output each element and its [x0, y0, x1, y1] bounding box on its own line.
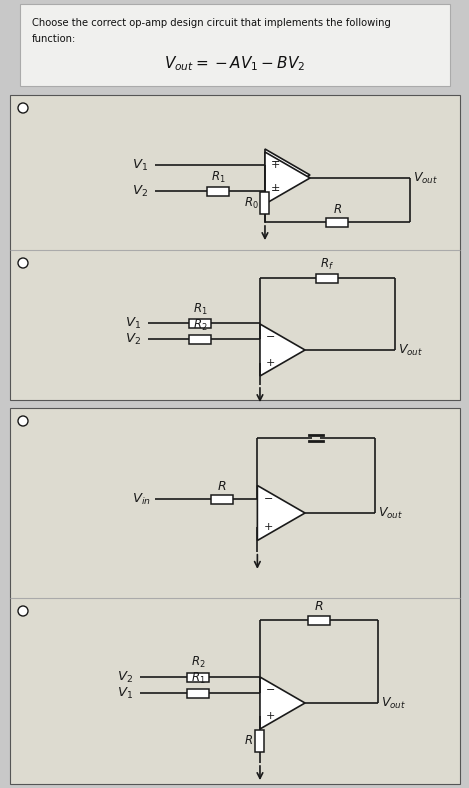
Polygon shape	[260, 324, 305, 376]
Circle shape	[18, 416, 28, 426]
Text: $V_2$: $V_2$	[125, 332, 141, 347]
Polygon shape	[257, 485, 305, 541]
Bar	[211, 495, 233, 504]
Text: $R$: $R$	[217, 480, 227, 492]
Text: $R_2$: $R_2$	[193, 318, 207, 333]
Text: −: −	[271, 186, 280, 196]
Text: $R_2$: $R_2$	[191, 656, 205, 671]
Circle shape	[18, 258, 28, 268]
Text: +: +	[266, 711, 275, 721]
Bar	[317, 273, 339, 283]
Text: $R$: $R$	[314, 600, 324, 614]
Circle shape	[18, 103, 28, 113]
Text: +: +	[264, 522, 273, 532]
Text: $V_{out}$: $V_{out}$	[413, 170, 438, 185]
Text: $V_2$: $V_2$	[117, 670, 133, 685]
Text: function:: function:	[32, 34, 76, 44]
Text: $V_1$: $V_1$	[117, 686, 133, 701]
Bar	[187, 672, 209, 682]
Bar	[256, 730, 265, 752]
Bar	[189, 318, 211, 328]
Text: $R$: $R$	[244, 734, 253, 748]
Text: $V_{out} = -AV_1 - BV_2$: $V_{out} = -AV_1 - BV_2$	[165, 54, 306, 73]
Text: $V_1$: $V_1$	[125, 315, 141, 330]
Bar	[326, 217, 348, 226]
Bar	[260, 192, 270, 214]
Bar	[10, 408, 460, 784]
Text: $V_{out}$: $V_{out}$	[381, 696, 406, 711]
Text: −: −	[264, 494, 273, 504]
Text: +: +	[271, 160, 280, 170]
Bar	[20, 4, 450, 86]
Bar	[10, 95, 460, 400]
Circle shape	[18, 606, 28, 616]
Text: $R_f$: $R_f$	[320, 256, 334, 272]
Text: −: −	[271, 157, 280, 167]
Text: $V_{out}$: $V_{out}$	[398, 343, 423, 358]
Text: $V_{out}$: $V_{out}$	[378, 505, 403, 521]
Polygon shape	[265, 152, 310, 204]
Polygon shape	[265, 149, 310, 201]
Text: $V_2$: $V_2$	[132, 184, 148, 199]
Bar	[308, 615, 330, 625]
Text: −: −	[266, 332, 275, 342]
Text: $R_1$: $R_1$	[191, 671, 205, 686]
Bar	[207, 187, 229, 195]
Text: $R_1$: $R_1$	[211, 169, 225, 184]
Text: +: +	[271, 183, 280, 193]
Bar	[187, 689, 209, 697]
Bar	[189, 334, 211, 344]
Text: $R_1$: $R_1$	[193, 301, 207, 317]
Polygon shape	[260, 677, 305, 729]
Text: $R_0$: $R_0$	[244, 195, 258, 210]
Text: Choose the correct op-amp design circuit that implements the following: Choose the correct op-amp design circuit…	[32, 18, 391, 28]
Text: $V_{in}$: $V_{in}$	[132, 492, 151, 507]
Text: $V_1$: $V_1$	[132, 158, 148, 173]
Text: −: −	[266, 685, 275, 695]
Text: +: +	[266, 358, 275, 368]
Text: $R$: $R$	[333, 203, 342, 215]
